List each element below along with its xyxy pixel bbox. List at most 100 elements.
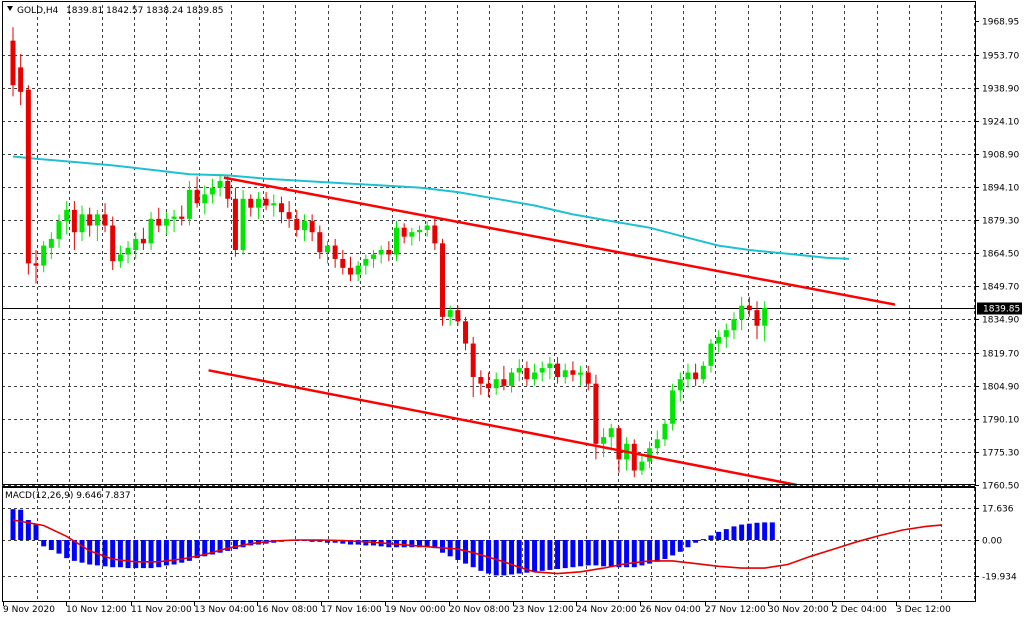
bear-candle[interactable] [570,361,576,382]
bull-candle[interactable] [516,359,522,382]
bull-candle[interactable] [601,428,607,458]
bull-candle[interactable] [64,201,70,235]
bull-candle[interactable] [716,330,722,353]
bear-candle[interactable] [386,241,392,262]
bull-candle[interactable] [125,241,131,264]
bull-candle[interactable] [562,363,568,384]
bear-candle[interactable] [179,205,185,226]
bear-candle[interactable] [225,176,231,208]
candles-layer[interactable] [10,27,768,478]
bear-candle[interactable] [248,194,254,217]
bull-candle[interactable] [639,454,645,475]
bear-candle[interactable] [693,363,699,386]
bull-candle[interactable] [133,232,139,259]
bull-candle[interactable] [685,363,691,389]
bear-candle[interactable] [263,192,269,210]
bull-candle[interactable] [48,232,54,259]
bear-candle[interactable] [140,227,146,251]
bull-candle[interactable] [509,368,515,393]
bear-candle[interactable] [432,218,438,251]
bull-candle[interactable] [255,192,261,219]
bear-candle[interactable] [33,250,39,284]
bull-candle[interactable] [493,372,499,395]
bull-candle[interactable] [271,194,277,217]
bull-candle[interactable] [378,245,384,264]
bear-candle[interactable] [317,225,323,259]
bull-candle[interactable] [532,363,538,386]
bull-candle[interactable] [301,214,307,242]
bear-candle[interactable] [746,296,752,317]
bear-candle[interactable] [294,209,300,237]
bear-candle[interactable] [486,372,492,398]
bull-candle[interactable] [608,423,614,451]
bull-candle[interactable] [739,296,745,331]
bull-candle[interactable] [670,383,676,431]
bear-candle[interactable] [463,316,469,351]
bull-candle[interactable] [723,323,729,349]
bull-candle[interactable] [202,185,208,215]
bull-candle[interactable] [409,227,415,246]
bull-candle[interactable] [662,419,668,447]
bull-candle[interactable] [394,221,399,262]
bull-candle[interactable] [539,361,545,382]
bear-candle[interactable] [524,361,530,386]
bull-candle[interactable] [370,250,376,268]
bear-candle[interactable] [401,223,407,244]
bear-candle[interactable] [332,238,338,268]
bear-candle[interactable] [232,187,238,257]
bull-candle[interactable] [79,205,85,242]
bear-candle[interactable] [309,214,315,242]
bear-candle[interactable] [501,365,507,391]
bear-candle[interactable] [440,238,446,326]
bear-candle[interactable] [10,27,16,97]
resistance-trendline[interactable] [223,176,896,306]
bear-candle[interactable] [194,176,200,208]
bull-candle[interactable] [762,301,768,342]
bear-candle[interactable] [156,207,162,233]
bull-candle[interactable] [624,437,630,471]
bear-candle[interactable] [347,256,353,282]
bear-candle[interactable] [585,365,591,391]
bear-candle[interactable] [631,439,637,478]
bear-candle[interactable] [110,216,116,271]
bull-candle[interactable] [677,372,683,402]
bull-candle[interactable] [547,356,553,380]
bull-candle[interactable] [209,178,215,204]
bull-candle[interactable] [217,174,223,197]
bull-candle[interactable] [186,180,192,226]
bear-candle[interactable] [18,54,24,106]
bull-candle[interactable] [700,361,706,384]
bear-candle[interactable] [102,203,108,233]
bull-candle[interactable] [578,365,584,386]
bull-candle[interactable] [654,430,660,455]
bull-candle[interactable] [647,441,653,469]
support-trendline[interactable] [208,369,798,487]
bull-candle[interactable] [417,225,423,242]
bear-candle[interactable] [555,356,561,384]
bull-candle[interactable] [731,312,737,340]
bull-candle[interactable] [447,305,453,326]
bear-candle[interactable] [340,250,346,275]
bull-candle[interactable] [117,245,123,268]
bear-candle[interactable] [754,301,760,340]
bull-candle[interactable] [94,209,100,242]
bull-candle[interactable] [363,254,369,275]
bull-candle[interactable] [163,212,169,235]
chart-menu-arrow-icon[interactable] [7,6,13,11]
trendlines-layer[interactable] [208,176,896,487]
bear-candle[interactable] [286,201,292,228]
bull-candle[interactable] [324,241,330,264]
bull-candle[interactable] [424,221,430,237]
bull-candle[interactable] [171,209,177,233]
bull-candle[interactable] [41,241,47,273]
bear-candle[interactable] [478,370,484,395]
bear-candle[interactable] [25,85,31,275]
bear-candle[interactable] [455,305,461,326]
bear-candle[interactable] [71,201,77,251]
bull-candle[interactable] [148,212,154,251]
bear-candle[interactable] [470,336,476,398]
bull-candle[interactable] [355,261,361,282]
bear-candle[interactable] [278,196,284,224]
